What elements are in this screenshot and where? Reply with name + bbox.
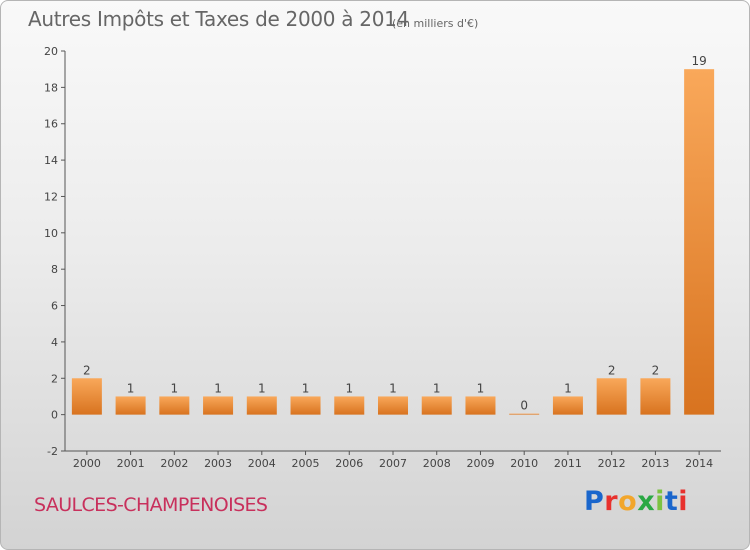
- logo-letter: i: [655, 486, 665, 517]
- bar: [71, 378, 102, 415]
- y-tick-label: 18: [44, 81, 58, 94]
- x-tick-label: 2008: [423, 457, 451, 470]
- proxiti-logo[interactable]: Proxiti: [584, 486, 688, 517]
- data-label: 1: [127, 381, 135, 395]
- x-tick-label: 2012: [598, 457, 626, 470]
- y-tick-label: 14: [44, 154, 58, 167]
- x-tick-label: 2000: [73, 457, 101, 470]
- data-label: 1: [214, 381, 222, 395]
- bar: [115, 396, 146, 415]
- data-label: 1: [258, 381, 266, 395]
- y-tick-label: 6: [51, 300, 58, 313]
- x-tick-label: 2013: [641, 457, 669, 470]
- bar: [640, 378, 671, 415]
- logo-letter: r: [604, 486, 619, 517]
- bar: [465, 396, 496, 415]
- logo-letter: o: [618, 486, 638, 517]
- bar: [509, 413, 540, 415]
- logo-letter: P: [584, 486, 605, 517]
- x-tick-label: 2011: [554, 457, 582, 470]
- data-label: 2: [83, 363, 91, 377]
- data-label: 1: [345, 381, 353, 395]
- bar: [596, 378, 627, 415]
- data-label: 1: [171, 381, 179, 395]
- bar: [246, 396, 277, 415]
- x-tick-label: 2007: [379, 457, 407, 470]
- bar: [159, 396, 190, 415]
- data-label: 2: [652, 363, 660, 377]
- data-label: 2: [608, 363, 616, 377]
- data-label: 1: [389, 381, 397, 395]
- commune-name: SAULCES-CHAMPENOISES: [34, 494, 268, 516]
- y-tick-label: 10: [44, 227, 58, 240]
- logo-letter: x: [637, 486, 656, 517]
- y-tick-label: 0: [51, 409, 58, 422]
- y-tick-label: 16: [44, 118, 58, 131]
- data-label: 0: [520, 399, 528, 413]
- bar: [203, 396, 234, 415]
- bar: [334, 396, 365, 415]
- x-tick-label: 2003: [204, 457, 232, 470]
- data-labels: 2 1 1 1 1 1 1 1 1 1 0 1 2 2 19: [83, 54, 707, 412]
- x-tick-label: 2005: [292, 457, 320, 470]
- x-tick-label: 2001: [117, 457, 145, 470]
- y-tick-label: 20: [44, 45, 58, 58]
- y-tick-label: 4: [51, 336, 58, 349]
- chart-unit: (en milliers d'€): [392, 17, 479, 30]
- x-tick-label: 2010: [510, 457, 538, 470]
- y-tick-label: -2: [47, 445, 58, 458]
- chart-title: Autres Impôts et Taxes de 2000 à 2014: [28, 7, 409, 31]
- x-tick-label: 2009: [466, 457, 494, 470]
- y-tick-label: 2: [51, 372, 58, 385]
- y-tick-label: 12: [44, 190, 58, 203]
- logo-letter: t: [664, 486, 679, 517]
- bar: [684, 69, 715, 415]
- x-tick-label: 2006: [335, 457, 363, 470]
- logo-letter: i: [678, 486, 689, 517]
- data-label: 1: [433, 381, 441, 395]
- bar: [290, 396, 321, 415]
- bar: [421, 396, 452, 415]
- x-tick-label: 2014: [685, 457, 713, 470]
- x-tick-label: 2002: [160, 457, 188, 470]
- bar: [378, 396, 408, 415]
- data-label: 1: [477, 381, 485, 395]
- x-tick-label: 2004: [248, 457, 276, 470]
- bar: [552, 396, 583, 415]
- bars: [71, 69, 715, 415]
- y-tick-label: 8: [51, 263, 58, 276]
- data-label: 1: [302, 381, 310, 395]
- data-label: 19: [691, 54, 706, 68]
- data-label: 1: [564, 381, 572, 395]
